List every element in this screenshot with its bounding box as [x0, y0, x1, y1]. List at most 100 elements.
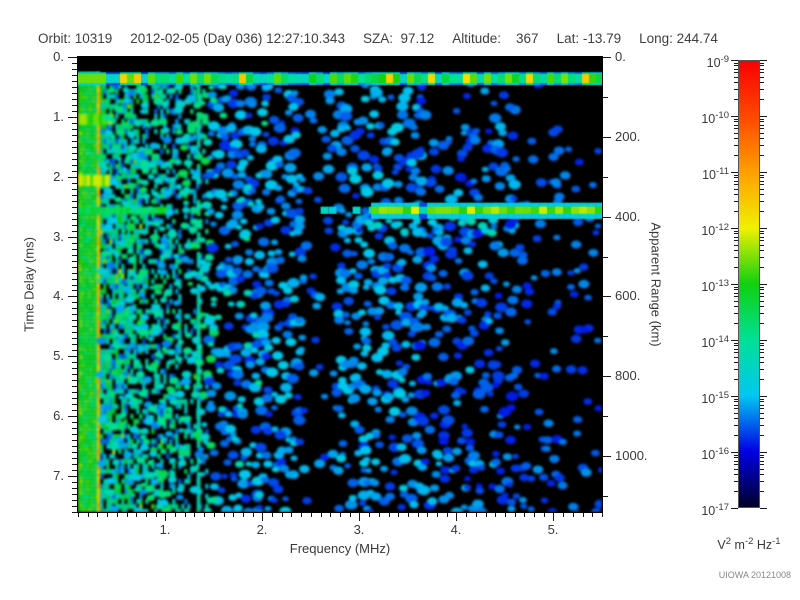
colorbar-minor-tick	[760, 323, 764, 324]
colorbar-minor-tick	[734, 323, 738, 324]
y-right-tick-label: 0.	[615, 49, 626, 64]
colorbar-minor-tick	[734, 418, 738, 419]
y-left-minor-tick	[72, 470, 77, 471]
colorbar-minor-tick	[734, 211, 738, 212]
colorbar-minor-tick	[760, 194, 764, 195]
colorbar-major-tick	[760, 172, 767, 173]
x-axis-tick-label: 4.	[450, 522, 462, 537]
colorbar-tick-label: 10-13	[701, 278, 729, 295]
y-left-minor-tick	[72, 302, 77, 303]
colorbar-minor-tick	[734, 89, 738, 90]
colorbar-minor-tick	[734, 250, 738, 251]
y-left-major-tick	[68, 296, 77, 297]
y-left-minor-tick	[72, 231, 77, 232]
y-left-tick-label: 6.	[53, 408, 64, 423]
y-left-minor-tick	[72, 500, 77, 501]
colorbar-minor-tick	[734, 145, 738, 146]
y-left-minor-tick	[72, 183, 77, 184]
colorbar-major-tick	[760, 228, 767, 229]
y-left-minor-tick	[72, 464, 77, 465]
x-axis-minor-tick	[107, 513, 108, 517]
colorbar-minor-tick	[734, 461, 738, 462]
colorbar-minor-tick	[760, 464, 764, 465]
x-axis-tick-label: 3.	[353, 522, 365, 537]
colorbar-major-tick	[731, 60, 738, 61]
colorbar-minor-tick	[760, 425, 764, 426]
colorbar-minor-tick	[734, 181, 738, 182]
colorbar-minor-tick	[734, 301, 738, 302]
colorbar-minor-tick	[734, 357, 738, 358]
credit-label: UIOWA 20121008	[718, 570, 791, 580]
colorbar-minor-tick	[760, 69, 764, 70]
x-axis-minor-tick	[127, 513, 128, 517]
colorbar-minor-tick	[734, 455, 738, 456]
y-left-minor-tick	[72, 285, 77, 286]
colorbar-minor-tick	[760, 240, 764, 241]
y-left-minor-tick	[72, 93, 77, 94]
x-axis-minor-tick	[78, 513, 79, 517]
colorbar-minor-tick	[734, 65, 738, 66]
colorbar-minor-tick	[734, 119, 738, 120]
colorbar-tick-label: 10-16	[701, 446, 729, 463]
y-left-minor-tick	[72, 159, 77, 160]
colorbar-minor-tick	[760, 435, 764, 436]
colorbar-minor-tick	[760, 399, 764, 400]
colorbar-minor-tick	[734, 237, 738, 238]
colorbar-minor-tick	[760, 175, 764, 176]
x-axis-minor-tick	[301, 513, 302, 517]
colorbar-minor-tick	[760, 289, 764, 290]
colorbar-minor-tick	[734, 352, 738, 353]
colorbar-minor-tick	[734, 245, 738, 246]
y-left-minor-tick	[72, 99, 77, 100]
x-axis-minor-tick	[418, 513, 419, 517]
colorbar-minor-tick	[734, 306, 738, 307]
colorbar-minor-tick	[734, 491, 738, 492]
colorbar-major-tick	[731, 452, 738, 453]
y-left-minor-tick	[72, 338, 77, 339]
y-left-minor-tick	[72, 141, 77, 142]
colorbar-tick-label: 10-9	[706, 54, 729, 71]
colorbar-minor-tick	[734, 82, 738, 83]
x-axis-minor-tick	[330, 513, 331, 517]
y-left-minor-tick	[72, 63, 77, 64]
y-left-minor-tick	[72, 105, 77, 106]
colorbar-minor-tick	[734, 413, 738, 414]
colorbar-minor-tick	[734, 240, 738, 241]
x-axis-minor-tick	[466, 513, 467, 517]
y-left-minor-tick	[72, 344, 77, 345]
x-axis-major-tick	[553, 513, 554, 521]
colorbar-minor-tick	[734, 457, 738, 458]
y-left-minor-tick	[72, 87, 77, 88]
colorbar-minor-tick	[760, 343, 764, 344]
x-axis-minor-tick	[495, 513, 496, 517]
x-axis-tick-label: 1.	[159, 522, 171, 537]
x-axis-minor-tick	[204, 513, 205, 517]
colorbar-minor-tick	[734, 257, 738, 258]
colorbar-minor-tick	[760, 184, 764, 185]
colorbar-minor-tick	[760, 89, 764, 90]
y-left-minor-tick	[72, 123, 77, 124]
colorbar-minor-tick	[734, 184, 738, 185]
y-left-tick-label: 1.	[53, 109, 64, 124]
y-left-minor-tick	[72, 111, 77, 112]
y-left-minor-tick	[72, 213, 77, 214]
x-axis-minor-tick	[437, 513, 438, 517]
y-left-minor-tick	[72, 243, 77, 244]
x-axis-minor-tick	[515, 513, 516, 517]
y-left-major-tick	[68, 237, 77, 238]
y-left-minor-tick	[72, 512, 77, 513]
colorbar-minor-tick	[760, 121, 764, 122]
y-left-minor-tick	[72, 506, 77, 507]
colorbar-tick-label: 10-11	[702, 166, 729, 183]
colorbar-minor-tick	[760, 469, 764, 470]
y-right-major-tick	[603, 296, 611, 297]
colorbar-minor-tick	[760, 474, 764, 475]
y-right-minor-tick	[603, 336, 608, 337]
colorbar-major-tick	[731, 284, 738, 285]
colorbar-tick-label: 10-12	[701, 222, 729, 239]
x-axis-minor-tick	[476, 513, 477, 517]
colorbar-tick-label: 10-10	[701, 110, 729, 127]
colorbar-minor-tick	[760, 250, 764, 251]
colorbar-minor-tick	[734, 464, 738, 465]
colorbar-minor-tick	[734, 313, 738, 314]
